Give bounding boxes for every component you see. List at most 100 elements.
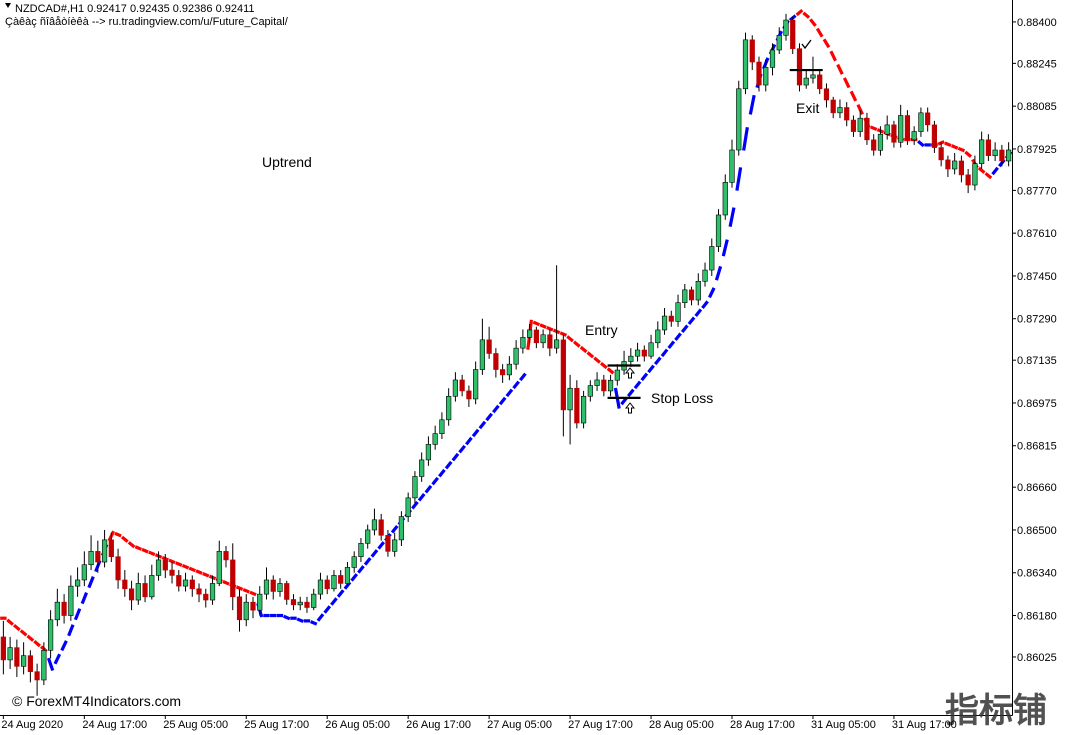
candle-body — [513, 347, 519, 365]
trend-dot — [336, 589, 345, 598]
trend-dot — [46, 657, 55, 672]
trend-dot — [19, 629, 28, 637]
candle-body — [277, 583, 283, 592]
candle-body — [338, 575, 344, 584]
candle-body — [115, 556, 121, 581]
candle-body — [655, 329, 661, 344]
trend-dot — [53, 653, 62, 665]
trend-dot — [815, 27, 824, 38]
trend-dot — [438, 468, 446, 478]
candle-body — [668, 315, 674, 322]
candle-body — [317, 579, 324, 595]
trend-dot — [680, 324, 689, 334]
candle-body — [911, 131, 917, 141]
trend-dot — [316, 613, 325, 622]
trend-dot — [80, 592, 89, 605]
trend-dot — [829, 50, 837, 62]
trend-dot — [593, 356, 601, 364]
trend-dot — [849, 90, 858, 102]
y-tick-label: 0.86815 — [1017, 441, 1057, 453]
candle-body — [250, 601, 256, 611]
y-tick-label: 0.87135 — [1017, 355, 1057, 367]
candle-body — [506, 363, 512, 376]
candle-body — [216, 551, 222, 584]
candle-body — [648, 342, 654, 357]
candle-body — [351, 556, 357, 568]
candle-body — [790, 19, 796, 49]
candle-body — [844, 107, 850, 121]
candle-body — [749, 39, 755, 63]
candle-body — [769, 49, 776, 68]
trend-dot — [599, 361, 608, 370]
corner-watermark: 指标铺 — [945, 692, 1047, 730]
candle-body — [823, 88, 830, 101]
candle-body — [904, 115, 911, 141]
trend-dot — [370, 549, 379, 558]
candle-body — [1006, 149, 1012, 162]
candle-body — [432, 433, 438, 445]
candle-body — [628, 355, 634, 362]
stop-loss-label: Stop Loss — [651, 390, 713, 406]
trend-dot — [431, 476, 440, 486]
y-tick-label: 0.87610 — [1017, 228, 1057, 240]
trend-dot — [188, 566, 196, 573]
x-tick-label: 26 Aug 17:00 — [406, 719, 471, 731]
trend-dot — [674, 332, 682, 342]
candle-body — [405, 497, 411, 517]
candle-body — [108, 539, 114, 558]
candle-body — [938, 147, 944, 161]
y-tick-label: 0.87290 — [1017, 314, 1057, 326]
trend-dot — [559, 331, 568, 337]
x-tick-label: 25 Aug 05:00 — [163, 719, 228, 731]
trend-dot — [13, 623, 21, 632]
candle-body — [412, 476, 418, 499]
candle-body — [47, 619, 54, 651]
candle-body — [500, 369, 506, 376]
trend-dot — [195, 569, 203, 575]
trend-dot — [539, 323, 547, 329]
trend-dot — [60, 640, 68, 652]
trend-dot — [73, 608, 82, 621]
candle-body — [898, 115, 904, 143]
trend-dot — [458, 444, 466, 454]
trend-dot — [984, 172, 993, 180]
candle-body — [607, 379, 614, 392]
candle-body — [101, 539, 108, 563]
trend-dot — [742, 127, 749, 151]
candle-body — [209, 583, 216, 601]
x-tick-label: 28 Aug 17:00 — [730, 719, 795, 731]
candle-body — [479, 339, 485, 370]
trend-dot — [222, 580, 230, 586]
candle-body — [850, 119, 857, 132]
candle-body — [155, 559, 162, 576]
y-tick-label: 0.88085 — [1017, 101, 1057, 113]
trend-dot — [330, 597, 338, 606]
y-tick-label: 0.86500 — [1017, 525, 1057, 537]
candle-body — [371, 519, 378, 531]
trend-dot — [67, 624, 75, 637]
trend-dot — [532, 320, 541, 327]
trend-dot — [856, 104, 864, 115]
candle-body — [169, 569, 175, 576]
x-tick-label: 24 Aug 2020 — [1, 719, 63, 731]
trend-dot — [296, 617, 304, 623]
candle-body — [587, 385, 593, 397]
trend-dot — [242, 588, 250, 594]
exit-check — [801, 39, 812, 50]
trend-dot — [640, 372, 649, 382]
y-tick-label: 0.86340 — [1017, 568, 1057, 580]
candle-body — [0, 636, 6, 661]
candle-body — [88, 551, 94, 566]
candle-body — [493, 353, 499, 370]
candle-body — [270, 579, 276, 592]
trend-dot — [451, 452, 460, 462]
y-tick-label: 0.86025 — [1017, 652, 1057, 664]
candle-body — [425, 444, 432, 461]
trend-dot — [249, 590, 257, 597]
candle-body — [466, 390, 472, 400]
trend-dot — [586, 351, 595, 359]
candle-body — [776, 34, 782, 51]
candle-body — [709, 246, 715, 271]
trend-dot — [870, 125, 878, 131]
